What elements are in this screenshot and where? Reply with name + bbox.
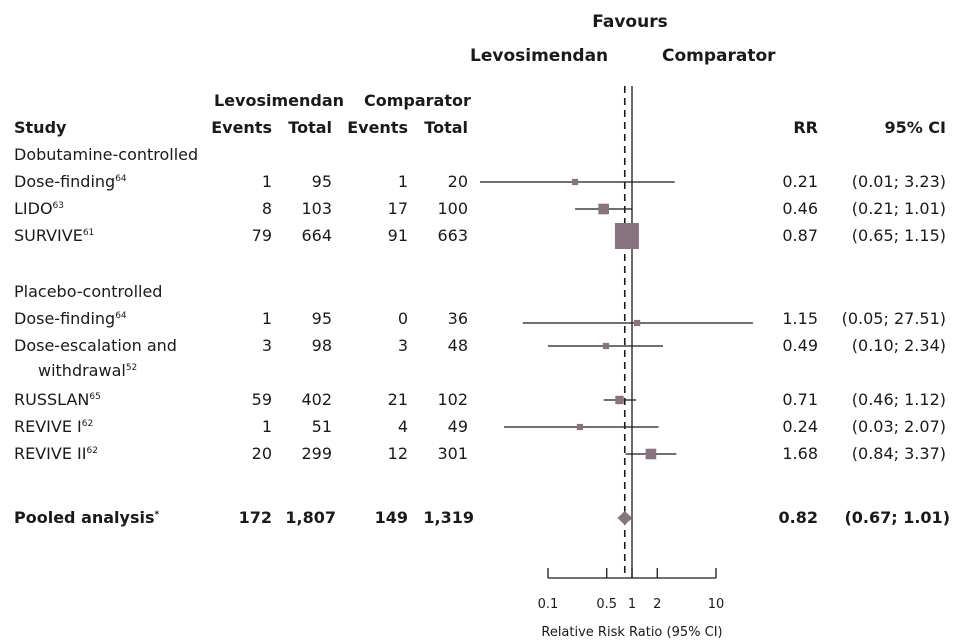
levo-total: 51 — [311, 417, 332, 436]
study-marker — [571, 178, 579, 186]
x-tick-label: 2 — [653, 597, 661, 612]
comp-events: 12 — [387, 444, 408, 463]
ci-value: (0.65; 1.15) — [851, 226, 946, 245]
levo-total: 95 — [311, 309, 332, 328]
comp-total: 49 — [447, 417, 468, 436]
study-marker — [615, 395, 624, 405]
study-marker — [598, 203, 609, 215]
levo-events: 1 — [261, 309, 272, 328]
section-label-dobutamine: Dobutamine-controlled — [14, 145, 199, 164]
study-name: REVIVE I62 — [14, 417, 94, 436]
comp-events: 1 — [397, 172, 408, 191]
rr-value: 0.49 — [782, 336, 818, 355]
pooled-levo-events: 172 — [238, 508, 272, 527]
study-marker — [602, 342, 610, 350]
comp-events: 3 — [397, 336, 408, 355]
ci-value: (0.01; 3.23) — [851, 172, 946, 191]
rr-value: 1.68 — [782, 444, 818, 463]
pooled-label: Pooled analysis* — [14, 508, 160, 527]
comp-total: 102 — [437, 390, 468, 409]
pooled-levo-total: 1,807 — [285, 508, 336, 527]
comp-total: 663 — [437, 226, 468, 245]
rr-value: 0.24 — [782, 417, 818, 436]
col-header-comp-total: Total — [424, 118, 468, 137]
section-label-placebo: Placebo-controlled — [14, 282, 163, 301]
group-header-comparator: Comparator — [364, 91, 471, 110]
favours-left-label: Levosimendan — [470, 46, 609, 66]
comp-events: 91 — [387, 226, 408, 245]
comp-total: 301 — [437, 444, 468, 463]
study-name: RUSSLAN65 — [14, 390, 101, 409]
levo-total: 98 — [311, 336, 332, 355]
comp-events: 21 — [387, 390, 408, 409]
col-header-ci: 95% CI — [884, 118, 946, 137]
rr-value: 0.21 — [782, 172, 818, 191]
x-tick-label: 0.1 — [538, 597, 559, 612]
rr-value: 0.46 — [782, 199, 818, 218]
study-name: Dose-finding64 — [14, 172, 127, 191]
comp-events: 17 — [387, 199, 408, 218]
col-header-levo-events: Events — [211, 118, 272, 137]
comp-events: 4 — [397, 417, 408, 436]
ci-value: (0.46; 1.12) — [851, 390, 946, 409]
study-name: Dose-finding64 — [14, 309, 127, 328]
levo-events: 20 — [251, 444, 272, 463]
rr-value: 1.15 — [782, 309, 818, 328]
comp-total: 36 — [447, 309, 468, 328]
x-axis-label: Relative Risk Ratio (95% CI) — [541, 625, 722, 640]
x-tick-label: 1 — [628, 597, 636, 612]
study-marker — [645, 448, 657, 460]
levo-total: 402 — [301, 390, 332, 409]
study-name: Dose-escalation and — [14, 336, 177, 355]
col-header-levo-total: Total — [288, 118, 332, 137]
levo-events: 1 — [261, 417, 272, 436]
rr-value: 0.87 — [782, 226, 818, 245]
ci-value: (0.21; 1.01) — [851, 199, 946, 218]
study-name: SURVIVE61 — [14, 226, 95, 245]
comp-events: 0 — [397, 309, 408, 328]
favours-right-label: Comparator — [662, 46, 776, 66]
rr-value: 0.71 — [782, 390, 818, 409]
ci-value: (0.03; 2.07) — [851, 417, 946, 436]
study-marker — [633, 319, 641, 327]
levo-events: 79 — [251, 226, 272, 245]
levo-events: 59 — [251, 390, 272, 409]
study-name: LIDO63 — [14, 199, 64, 218]
favours-label: Favours — [592, 12, 668, 32]
x-tick-label: 10 — [708, 597, 725, 612]
comp-total: 48 — [447, 336, 468, 355]
group-header-levosimendan: Levosimendan — [214, 91, 345, 110]
col-header-rr: RR — [793, 118, 818, 137]
study-name-continued: withdrawal52 — [38, 361, 138, 380]
comp-total: 20 — [447, 172, 468, 191]
levo-total: 299 — [301, 444, 332, 463]
pooled-comp-events: 149 — [374, 508, 408, 527]
levo-events: 8 — [261, 199, 272, 218]
levo-total: 95 — [311, 172, 332, 191]
ci-value: (0.84; 3.37) — [851, 444, 946, 463]
levo-total: 103 — [301, 199, 332, 218]
pooled-diamond — [617, 511, 633, 525]
ci-value: (0.10; 2.34) — [851, 336, 946, 355]
comp-total: 100 — [437, 199, 468, 218]
levo-events: 1 — [261, 172, 272, 191]
col-header-comp-events: Events — [347, 118, 408, 137]
study-marker — [614, 223, 639, 249]
col-header-study: Study — [14, 118, 67, 137]
levo-total: 664 — [301, 226, 332, 245]
x-tick-label: 0.5 — [596, 597, 617, 612]
pooled-ci-value: (0.67; 1.01) — [844, 508, 950, 527]
ci-value: (0.05; 27.51) — [841, 309, 946, 328]
study-marker — [576, 423, 584, 431]
pooled-rr-value: 0.82 — [778, 508, 818, 527]
pooled-comp-total: 1,319 — [423, 508, 474, 527]
study-name: REVIVE II62 — [14, 444, 98, 463]
levo-events: 3 — [261, 336, 272, 355]
